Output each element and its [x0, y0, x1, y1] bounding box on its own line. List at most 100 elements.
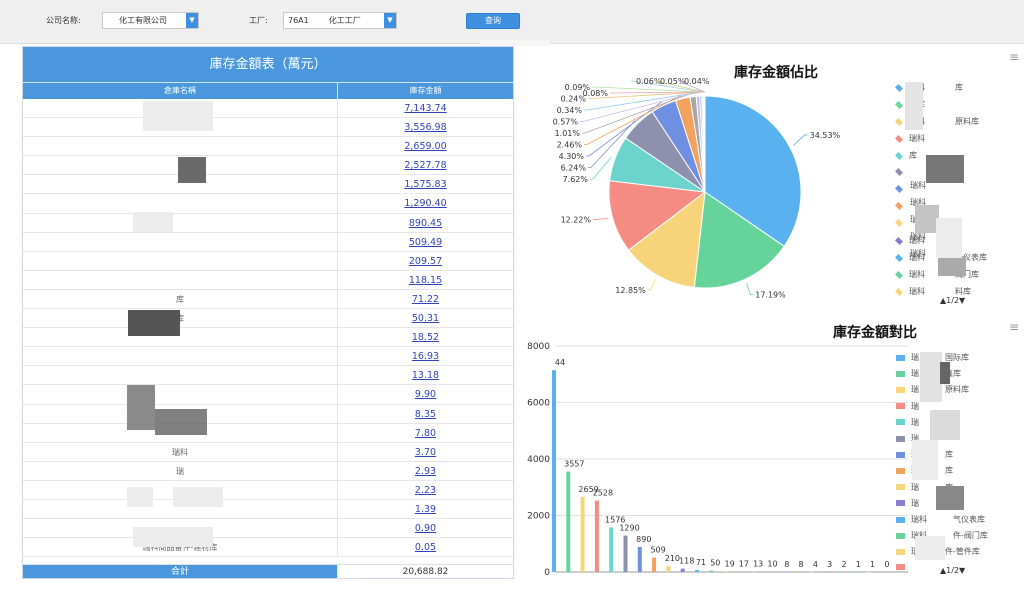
bar[interactable] [652, 557, 657, 572]
pie-legend-item[interactable] [895, 167, 909, 176]
inventory-amount-link[interactable]: 9.90 [414, 389, 437, 401]
bar-legend-item[interactable]: 瑞 [896, 433, 919, 444]
bar[interactable] [838, 571, 842, 573]
inventory-amount-link[interactable]: 13.18 [411, 370, 440, 382]
pie-label-line [588, 120, 636, 168]
collapse-handle[interactable] [480, 40, 550, 46]
legend-text: 瑞 [911, 498, 919, 508]
bar[interactable] [880, 572, 885, 573]
bar-legend-item[interactable]: 瑞 原料库 [896, 384, 969, 395]
bar[interactable] [709, 570, 714, 572]
inventory-amount-link[interactable]: 7.80 [414, 427, 437, 439]
legend-text: 料库 [955, 287, 971, 296]
inventory-amount-link[interactable]: 50.31 [411, 313, 440, 325]
bar[interactable] [766, 571, 771, 573]
inventory-amount-link[interactable]: 2,659.00 [404, 141, 447, 153]
bar[interactable] [637, 546, 642, 572]
pie-slice[interactable] [693, 191, 785, 289]
pie-legend-item[interactable]: 瑞科 料库 [895, 286, 971, 297]
pie-slice[interactable] [704, 95, 802, 247]
pie-legend-item[interactable]: 瑞科 阀门库 [895, 269, 979, 280]
inventory-amount-link[interactable]: 3.70 [414, 446, 437, 458]
inventory-amount-link[interactable]: 1,290.40 [404, 198, 447, 210]
bar[interactable] [866, 571, 871, 573]
query-button[interactable]: 查询 [466, 13, 520, 29]
bar[interactable] [737, 571, 742, 573]
bar[interactable] [723, 571, 728, 572]
bar[interactable] [752, 571, 757, 573]
inventory-amount-link[interactable]: 8.35 [414, 408, 437, 420]
bar[interactable] [795, 571, 800, 573]
inventory-amount-link[interactable]: 2,527.78 [404, 160, 447, 172]
pie-legend-item[interactable]: 库 [895, 150, 917, 161]
legend-text: 瑞 [911, 434, 919, 443]
bar[interactable] [823, 571, 828, 573]
bar[interactable] [780, 571, 785, 573]
legend-swatch [895, 253, 903, 262]
table-row: 509.49 [23, 232, 513, 252]
inventory-amount-link[interactable]: 71.22 [411, 293, 440, 305]
pie-legend-item[interactable] [895, 218, 909, 227]
bar[interactable] [580, 496, 585, 572]
bar-legend-item[interactable]: 瑞科 件-阀门库 [896, 530, 988, 541]
inventory-amount-link[interactable]: 118.15 [408, 274, 443, 286]
pie-legend-pager[interactable]: ▲1/2▼ [940, 296, 966, 305]
pie-slice-label: 0.09% [565, 83, 591, 92]
bar-legend-item[interactable]: 瑞 国际库 [896, 352, 969, 363]
bar[interactable] [594, 500, 599, 572]
table-row: 瑞 2.93 [23, 461, 513, 481]
bar-legend-item[interactable]: 瑞 鑫库 [896, 368, 961, 379]
bar[interactable] [852, 571, 857, 573]
pie-legend-item[interactable]: 瑞科 [895, 133, 925, 144]
bar[interactable] [609, 527, 614, 572]
bar[interactable] [666, 566, 671, 572]
pie-slice[interactable] [608, 180, 707, 251]
inventory-amount-link[interactable]: 3,556.98 [404, 122, 447, 134]
inventory-amount-link[interactable]: 1.39 [414, 503, 437, 515]
bar[interactable] [695, 569, 699, 572]
bar-legend-item[interactable]: 瑞科 气仪表库 [896, 514, 985, 525]
pie-slice-label: 0.24% [561, 95, 587, 104]
bar-legend-pager[interactable]: ▲1/2▼ [940, 566, 966, 575]
inventory-amount-link[interactable]: 890.45 [408, 217, 443, 229]
inventory-amount-link[interactable]: 0.90 [414, 523, 437, 535]
table-row: 瑞3,556.98 [23, 118, 513, 138]
menu-icon[interactable]: ≡ [1009, 50, 1020, 64]
pie-legend-item[interactable]: 瑞科 气仪表库 [895, 252, 987, 263]
inventory-amount-link[interactable]: 1,575.83 [404, 179, 447, 191]
inventory-amount-link[interactable]: 0.05 [414, 542, 437, 554]
company-select[interactable]: 化工有限公司 ▼ [102, 12, 199, 29]
y-tick-label: 8000 [527, 342, 550, 352]
pie-legend-item[interactable]: 瑞科 [895, 235, 925, 246]
inventory-amount-link[interactable]: 7,143.74 [404, 103, 447, 114]
inventory-amount-link[interactable]: 16.93 [411, 351, 440, 363]
legend-text: 瑞 [911, 353, 919, 362]
redacted-block [912, 440, 938, 480]
pie-slice[interactable] [627, 190, 706, 288]
inventory-amount-link[interactable]: 2.23 [414, 484, 437, 496]
table-row: 8.35 [23, 404, 513, 424]
bar[interactable] [680, 568, 685, 572]
menu-icon[interactable]: ≡ [1009, 320, 1020, 334]
bar-value-label: 2659 [578, 485, 598, 494]
bar-value-label: 10 [767, 560, 777, 569]
bar-legend-item[interactable] [896, 563, 911, 572]
bar[interactable] [809, 571, 814, 573]
bar[interactable] [566, 471, 571, 572]
bar-value-label: 4 [813, 560, 818, 569]
redacted-block [128, 310, 180, 336]
bar[interactable] [623, 535, 628, 572]
inventory-amount-link[interactable]: 509.49 [408, 236, 443, 248]
bar-legend-item[interactable]: 瑞 [896, 401, 919, 412]
inventory-amount-link[interactable]: 2.93 [414, 465, 437, 477]
legend-swatch [895, 218, 903, 227]
factory-select[interactable]: 76A1 化工工厂 ▼ [283, 12, 397, 29]
inventory-amount-link[interactable]: 18.52 [411, 332, 440, 344]
legend-text: 瑞科 [910, 249, 926, 258]
table-row: 2,659.00 [23, 137, 513, 157]
table-row: 瑞科商品备件-建材库 0.05 [23, 538, 513, 558]
inventory-amount-link[interactable]: 209.57 [408, 255, 443, 267]
pie-legend-item[interactable] [895, 184, 909, 193]
bar[interactable] [552, 370, 556, 572]
pie-legend-item[interactable] [895, 201, 909, 210]
